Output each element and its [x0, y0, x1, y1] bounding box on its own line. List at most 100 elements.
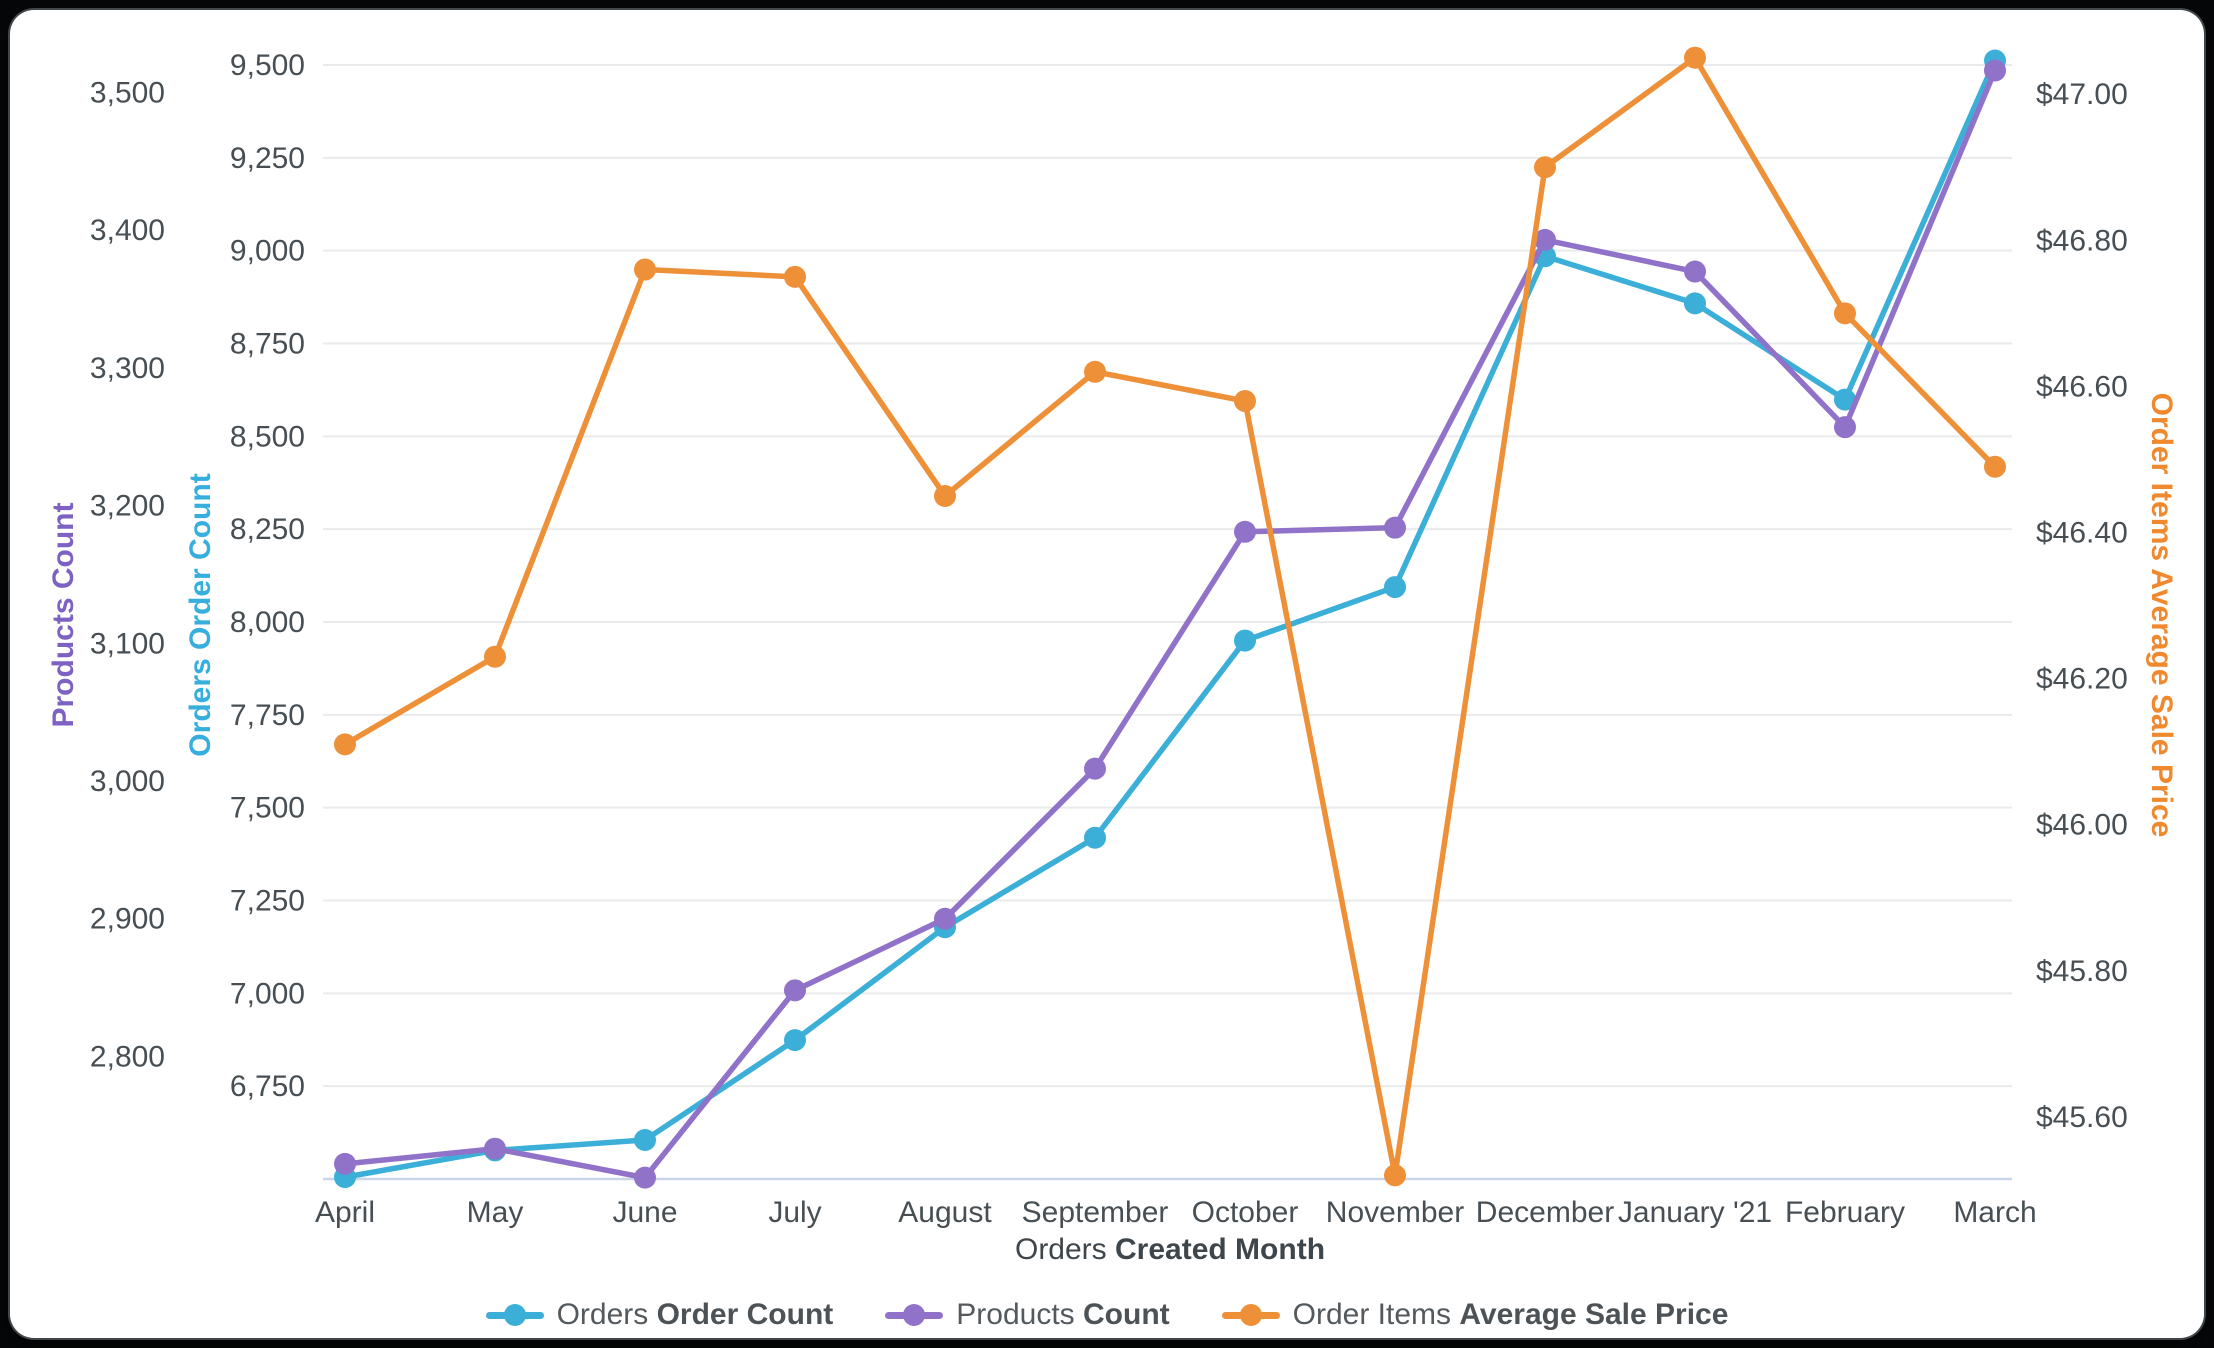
- orders-axis-tick-labels: 9,500 9,250 9,000 8,750 8,500 8,250 8,000 7,750…: [230, 49, 305, 1103]
- data-point-order-items-average-sale-price-May[interactable]: [484, 645, 506, 668]
- products-axis-tick-labels: 3,500 3,400 3,300 3,200 3,100 3,000 2,900 2,800: [90, 77, 165, 1074]
- orders-tick-label: 7,250: [230, 885, 305, 918]
- orders-tick-label: 9,500: [230, 49, 305, 82]
- series-line-order-items-average-sale-price: [342, 54, 1998, 1179]
- month-label-October: October: [1192, 1196, 1299, 1229]
- data-point-products-count-December[interactable]: [1534, 228, 1556, 251]
- legend-label-bold: Count: [1083, 1298, 1170, 1331]
- products-tick-label: 3,100: [90, 627, 165, 660]
- data-point-products-count-July[interactable]: [784, 979, 806, 1002]
- legend-item-orders-order-count[interactable]: Orders Order Count: [485, 1298, 834, 1332]
- series-products-count: [334, 59, 2006, 1189]
- data-point-products-count-April[interactable]: [334, 1152, 356, 1175]
- data-point-orders-order-count-January '21[interactable]: [1684, 292, 1706, 315]
- data-point-orders-order-count-July[interactable]: [784, 1029, 806, 1052]
- price-tick-label: $46.40: [2036, 517, 2128, 550]
- products-tick-label: 3,400: [90, 214, 165, 247]
- legend-label-regular: Order Items: [1292, 1298, 1452, 1331]
- legend-label-bold: Average Sale Price: [1459, 1298, 1729, 1331]
- orders-tick-label: 9,250: [230, 142, 305, 175]
- gridlines: [323, 64, 2012, 1088]
- data-point-order-items-average-sale-price-August[interactable]: [934, 484, 956, 507]
- line-dot-marker-icon: [1221, 1302, 1280, 1328]
- month-label-May: May: [467, 1196, 524, 1229]
- data-point-products-count-June[interactable]: [634, 1166, 656, 1189]
- data-point-products-count-February[interactable]: [1834, 416, 1856, 439]
- orders-tick-label: 7,750: [230, 699, 305, 732]
- month-label-July: July: [768, 1196, 821, 1229]
- x-axis-title: Orders Created Month: [1015, 1233, 1325, 1266]
- data-point-orders-order-count-June[interactable]: [634, 1129, 656, 1152]
- price-tick-label: $46.00: [2036, 809, 2128, 842]
- products-tick-label: 2,800: [90, 1040, 165, 1073]
- data-point-products-count-May[interactable]: [484, 1137, 506, 1160]
- price-axis-tick-labels: $47.00 $46.80 $46.60 $46.40 $46.20 $46.00 $45.…: [2036, 78, 2128, 1134]
- products-axis-title: Products Count: [47, 503, 80, 728]
- month-label-September: September: [1022, 1196, 1169, 1229]
- orders-tick-label: 8,750: [230, 328, 305, 361]
- products-tick-label: 3,200: [90, 490, 165, 523]
- month-label-April: April: [315, 1196, 375, 1229]
- products-tick-label: 3,000: [90, 765, 165, 798]
- data-point-order-items-average-sale-price-April[interactable]: [334, 733, 356, 756]
- month-label-June: June: [612, 1196, 677, 1229]
- legend-label: Order Items Average Sale Price: [1293, 1298, 1729, 1332]
- month-label-November: November: [1326, 1196, 1464, 1229]
- orders-tick-label: 7,000: [230, 977, 305, 1010]
- data-point-order-items-average-sale-price-January '21[interactable]: [1684, 46, 1706, 69]
- line-dot-marker-icon: [885, 1302, 944, 1328]
- data-point-order-items-average-sale-price-July[interactable]: [784, 265, 806, 288]
- orders-tick-label: 9,000: [230, 235, 305, 268]
- data-point-order-items-average-sale-price-February[interactable]: [1834, 302, 1856, 325]
- price-tick-label: $45.80: [2036, 955, 2128, 988]
- chart-card: 3,500 3,400 3,300 3,200 3,100 3,000 2,900 2,800…: [10, 10, 2204, 1338]
- line-chart: 3,500 3,400 3,300 3,200 3,100 3,000 2,900 2,800…: [47, 46, 2178, 1266]
- data-point-products-count-November[interactable]: [1384, 516, 1406, 539]
- data-point-orders-order-count-September[interactable]: [1084, 826, 1106, 849]
- price-axis-title: Order Items Average Sale Price: [2145, 393, 2178, 838]
- price-tick-label: $46.80: [2036, 224, 2128, 257]
- series-line-products-count: [342, 67, 1998, 1181]
- month-label-March: March: [1953, 1196, 2036, 1229]
- month-label-August: August: [898, 1196, 992, 1229]
- legend-label: Orders Order Count: [557, 1298, 834, 1332]
- orders-axis-title: Orders Order Count: [184, 473, 217, 756]
- price-tick-label: $47.00: [2036, 78, 2128, 111]
- data-point-order-items-average-sale-price-October[interactable]: [1234, 390, 1256, 413]
- price-tick-label: $46.20: [2036, 663, 2128, 696]
- orders-tick-label: 8,000: [230, 606, 305, 639]
- month-label-February: February: [1785, 1196, 1905, 1229]
- data-point-orders-order-count-November[interactable]: [1384, 576, 1406, 599]
- data-point-products-count-January '21[interactable]: [1684, 260, 1706, 283]
- chart-legend: Orders Order Count Products Count Order …: [10, 1298, 2204, 1332]
- products-tick-label: 2,900: [90, 903, 165, 936]
- data-point-products-count-October[interactable]: [1234, 520, 1256, 543]
- legend-label: Products Count: [956, 1298, 1169, 1332]
- data-point-products-count-March[interactable]: [1984, 59, 2006, 82]
- legend-item-products-count[interactable]: Products Count: [885, 1298, 1170, 1332]
- data-point-orders-order-count-October[interactable]: [1234, 629, 1256, 652]
- price-tick-label: $45.60: [2036, 1101, 2128, 1134]
- data-point-order-items-average-sale-price-December[interactable]: [1534, 156, 1556, 179]
- line-dot-marker-icon: [485, 1302, 544, 1328]
- x-axis-month-labels: April May June July August September October No…: [315, 1196, 2037, 1229]
- data-point-orders-order-count-February[interactable]: [1834, 388, 1856, 411]
- series-line-orders-order-count: [342, 57, 1998, 1180]
- data-point-order-items-average-sale-price-March[interactable]: [1984, 455, 2006, 478]
- month-label-January '21: January '21: [1618, 1196, 1772, 1229]
- data-point-products-count-August[interactable]: [934, 907, 956, 930]
- orders-tick-label: 8,250: [230, 513, 305, 546]
- products-tick-label: 3,500: [90, 77, 165, 110]
- month-label-December: December: [1476, 1196, 1614, 1229]
- data-point-order-items-average-sale-price-November[interactable]: [1384, 1164, 1406, 1187]
- data-point-order-items-average-sale-price-June[interactable]: [634, 258, 656, 281]
- legend-label-regular: Orders: [556, 1298, 649, 1331]
- legend-item-order-items-average-sale-price[interactable]: Order Items Average Sale Price: [1221, 1298, 1729, 1332]
- price-tick-label: $46.60: [2036, 370, 2128, 403]
- data-point-order-items-average-sale-price-September[interactable]: [1084, 360, 1106, 383]
- orders-tick-label: 7,500: [230, 792, 305, 825]
- series-order-items-average-sale-price: [334, 46, 2006, 1187]
- data-point-products-count-September[interactable]: [1084, 757, 1106, 780]
- orders-tick-label: 6,750: [230, 1070, 305, 1103]
